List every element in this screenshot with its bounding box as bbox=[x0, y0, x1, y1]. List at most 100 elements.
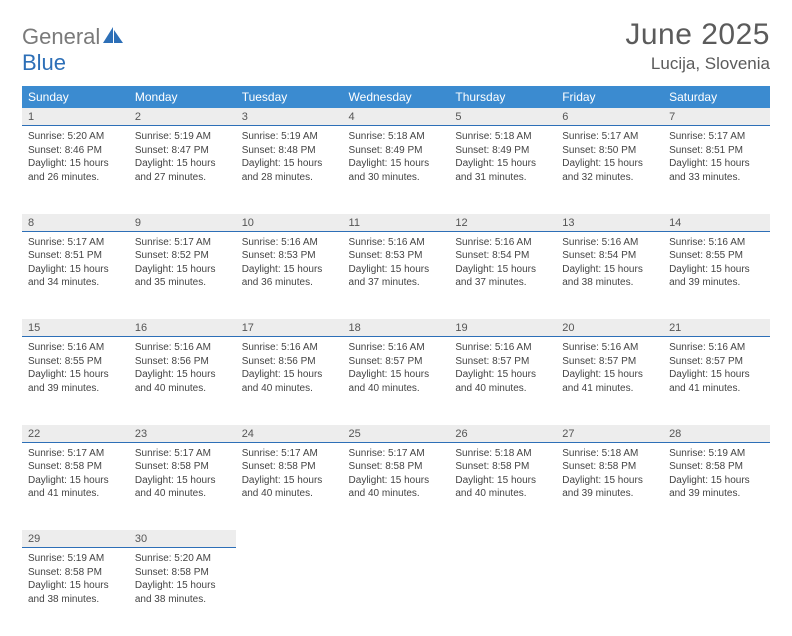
day-info-cell: Sunrise: 5:19 AMSunset: 8:47 PMDaylight:… bbox=[129, 126, 236, 214]
daylight-line: Daylight: 15 hours and 27 minutes. bbox=[135, 158, 216, 183]
day-number-cell bbox=[556, 530, 663, 548]
sunrise-line: Sunrise: 5:17 AM bbox=[669, 131, 745, 142]
daylight-line: Daylight: 15 hours and 40 minutes. bbox=[135, 369, 216, 394]
day-number-cell: 3 bbox=[236, 108, 343, 126]
sunrise-line: Sunrise: 5:17 AM bbox=[135, 448, 211, 459]
sunrise-line: Sunrise: 5:19 AM bbox=[242, 131, 318, 142]
day-info: Sunrise: 5:18 AMSunset: 8:58 PMDaylight:… bbox=[556, 443, 663, 507]
day-number-cell: 14 bbox=[663, 214, 770, 232]
sunrise-line: Sunrise: 5:19 AM bbox=[28, 553, 104, 564]
sunrise-line: Sunrise: 5:17 AM bbox=[349, 448, 425, 459]
day-info-cell bbox=[343, 548, 450, 636]
sunrise-line: Sunrise: 5:18 AM bbox=[455, 131, 531, 142]
day-info-cell: Sunrise: 5:16 AMSunset: 8:57 PMDaylight:… bbox=[663, 337, 770, 425]
day-number-cell: 8 bbox=[22, 214, 129, 232]
day-info-cell: Sunrise: 5:17 AMSunset: 8:51 PMDaylight:… bbox=[663, 126, 770, 214]
day-info: Sunrise: 5:17 AMSunset: 8:58 PMDaylight:… bbox=[236, 443, 343, 507]
daylight-line: Daylight: 15 hours and 39 minutes. bbox=[669, 475, 750, 500]
day-header-row: SundayMondayTuesdayWednesdayThursdayFrid… bbox=[22, 86, 770, 108]
header: GeneralBlue June 2025 Lucija, Slovenia bbox=[22, 18, 770, 76]
location-label: Lucija, Slovenia bbox=[625, 54, 770, 74]
daylight-line: Daylight: 15 hours and 37 minutes. bbox=[455, 264, 536, 289]
sunrise-line: Sunrise: 5:18 AM bbox=[455, 448, 531, 459]
day-info: Sunrise: 5:16 AMSunset: 8:57 PMDaylight:… bbox=[343, 337, 450, 401]
sunrise-line: Sunrise: 5:16 AM bbox=[455, 237, 531, 248]
day-info-cell: Sunrise: 5:16 AM Sunset: 8:56 PM Daylight:… bbox=[236, 337, 343, 425]
day-number-cell: 23 bbox=[129, 425, 236, 443]
day-number-cell: 30 bbox=[129, 530, 236, 548]
daylight-line: Daylight: 15 hours and 40 minutes. bbox=[135, 475, 216, 500]
day-number-cell: 16 bbox=[129, 319, 236, 337]
day-number-row: 1234567 bbox=[22, 108, 770, 126]
title-block: June 2025 Lucija, Slovenia bbox=[625, 18, 770, 74]
logo-part1: General bbox=[22, 24, 100, 49]
daylight-line: Daylight: 15 hours and 32 minutes. bbox=[562, 158, 643, 183]
page-title: June 2025 bbox=[625, 18, 770, 52]
sunset-line: Sunset: 8:58 PM bbox=[242, 461, 316, 472]
day-info: Sunrise: 5:19 AMSunset: 8:58 PMDaylight:… bbox=[663, 443, 770, 507]
day-info: Sunrise: 5:17 AMSunset: 8:52 PMDaylight:… bbox=[129, 232, 236, 296]
day-number-row: 22232425262728 bbox=[22, 425, 770, 443]
day-info: Sunrise: 5:16 AMSunset: 8:57 PMDaylight:… bbox=[449, 337, 556, 401]
day-header: Thursday bbox=[449, 86, 556, 108]
day-number-cell: 6 bbox=[556, 108, 663, 126]
sunrise-line: Sunrise: 5:17 AM bbox=[28, 237, 104, 248]
day-info-cell: Sunrise: 5:16 AMSunset: 8:54 PMDaylight:… bbox=[449, 231, 556, 319]
sunset-line: Sunset: 8:58 PM bbox=[135, 567, 209, 578]
sunrise-line: Sunrise: 5:17 AM bbox=[562, 131, 638, 142]
day-info-cell bbox=[663, 548, 770, 636]
day-number-cell: 26 bbox=[449, 425, 556, 443]
day-number-row: 15161718192021 bbox=[22, 319, 770, 337]
day-info-cell: Sunrise: 5:18 AMSunset: 8:49 PMDaylight:… bbox=[343, 126, 450, 214]
daylight-line: Daylight: 15 hours and 40 minutes. bbox=[455, 475, 536, 500]
day-info-cell: Sunrise: 5:19 AMSunset: 8:48 PMDaylight:… bbox=[236, 126, 343, 214]
day-number-cell: 10 bbox=[236, 214, 343, 232]
daylight-line: Daylight: 15 hours and 41 minutes. bbox=[28, 475, 109, 500]
day-info-row: Sunrise: 5:19 AM Sunset: 8:58 PM Daylight:… bbox=[22, 548, 770, 636]
day-info-row: Sunrise: 5:17 AMSunset: 8:51 PMDaylight:… bbox=[22, 231, 770, 319]
sunset-line: Sunset: 8:47 PM bbox=[135, 145, 209, 156]
day-info-cell: Sunrise: 5:16 AMSunset: 8:57 PMDaylight:… bbox=[449, 337, 556, 425]
sunrise-line: Sunrise: 5:16 AM bbox=[669, 237, 745, 248]
daylight-line: Daylight: 15 hours and 38 minutes. bbox=[28, 580, 109, 605]
day-number-cell: 2 bbox=[129, 108, 236, 126]
day-number-cell: 21 bbox=[663, 319, 770, 337]
day-info: Sunrise: 5:16 AMSunset: 8:53 PMDaylight:… bbox=[236, 232, 343, 296]
daylight-line: Daylight: 15 hours and 28 minutes. bbox=[242, 158, 323, 183]
sunrise-line: Sunrise: 5:16 AM bbox=[242, 342, 318, 353]
day-info: Sunrise: 5:16 AMSunset: 8:57 PMDaylight:… bbox=[663, 337, 770, 401]
daylight-line: Daylight: 15 hours and 34 minutes. bbox=[28, 264, 109, 289]
day-info: Sunrise: 5:18 AMSunset: 8:58 PMDaylight:… bbox=[449, 443, 556, 507]
sunrise-line: Sunrise: 5:17 AM bbox=[242, 448, 318, 459]
day-info-cell: Sunrise: 5:19 AMSunset: 8:58 PMDaylight:… bbox=[663, 442, 770, 530]
daylight-line: Daylight: 15 hours and 30 minutes. bbox=[349, 158, 430, 183]
day-info: Sunrise: 5:20 AMSunset: 8:46 PMDaylight:… bbox=[22, 126, 129, 190]
daylight-line: Daylight: 15 hours and 37 minutes. bbox=[349, 264, 430, 289]
day-info-row: Sunrise: 5:20 AMSunset: 8:46 PMDaylight:… bbox=[22, 126, 770, 214]
sunset-line: Sunset: 8:58 PM bbox=[669, 461, 743, 472]
daylight-line: Daylight: 15 hours and 40 minutes. bbox=[455, 369, 536, 394]
day-number-cell bbox=[343, 530, 450, 548]
sunrise-line: Sunrise: 5:16 AM bbox=[135, 342, 211, 353]
day-info: Sunrise: 5:19 AMSunset: 8:47 PMDaylight:… bbox=[129, 126, 236, 190]
sunrise-line: Sunrise: 5:16 AM bbox=[349, 342, 425, 353]
sunrise-line: Sunrise: 5:16 AM bbox=[562, 237, 638, 248]
day-number-row: 2930 bbox=[22, 530, 770, 548]
daylight-line: Daylight: 15 hours and 26 minutes. bbox=[28, 158, 109, 183]
sunset-line: Sunset: 8:54 PM bbox=[562, 250, 636, 261]
day-header: Sunday bbox=[22, 86, 129, 108]
day-info: Sunrise: 5:16 AMSunset: 8:53 PMDaylight:… bbox=[343, 232, 450, 296]
calendar-table: SundayMondayTuesdayWednesdayThursdayFrid… bbox=[22, 86, 770, 636]
day-number-cell: 17 bbox=[236, 319, 343, 337]
day-info-cell: Sunrise: 5:17 AMSunset: 8:51 PMDaylight:… bbox=[22, 231, 129, 319]
daylight-line: Daylight: 15 hours and 31 minutes. bbox=[455, 158, 536, 183]
sunset-line: Sunset: 8:56 PM bbox=[242, 356, 316, 367]
day-info: Sunrise: 5:16 AMSunset: 8:55 PMDaylight:… bbox=[22, 337, 129, 401]
day-info: Sunrise: 5:17 AMSunset: 8:58 PMDaylight:… bbox=[22, 443, 129, 507]
day-number-cell: 15 bbox=[22, 319, 129, 337]
sunset-line: Sunset: 8:56 PM bbox=[135, 356, 209, 367]
sunrise-line: Sunrise: 5:17 AM bbox=[28, 448, 104, 459]
daylight-line: Daylight: 15 hours and 40 minutes. bbox=[242, 369, 323, 394]
sunrise-line: Sunrise: 5:16 AM bbox=[349, 237, 425, 248]
day-info: Sunrise: 5:17 AMSunset: 8:51 PMDaylight:… bbox=[22, 232, 129, 296]
